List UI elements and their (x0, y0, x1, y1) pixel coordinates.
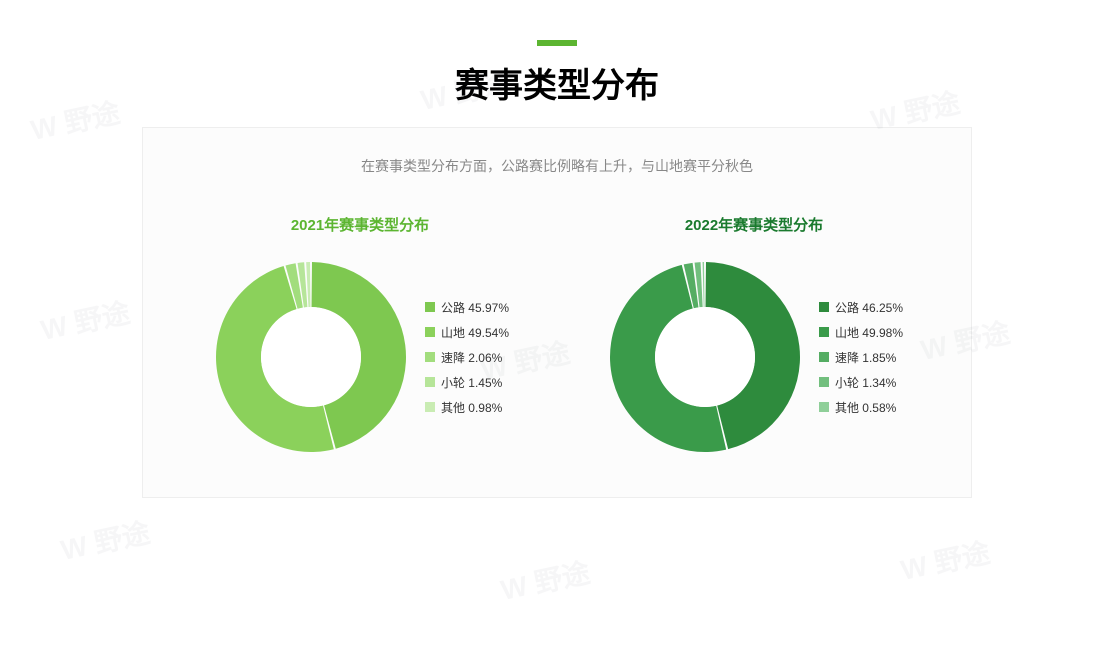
chart-block-2022: 2022年赛事类型分布 公路 46.25% 山地 49.98% 速降 1.85% 小轮… (567, 214, 941, 457)
legend-label: 公路 46.25% (835, 299, 903, 316)
legend-item: 山地 49.54% (425, 324, 509, 341)
legend-label: 公路 45.97% (441, 299, 509, 316)
chart-block-2021: 2021年赛事类型分布 公路 45.97% 山地 49.54% 速降 2.06% 小轮… (173, 214, 547, 457)
watermark: W 野途 (897, 531, 994, 589)
accent-bar (537, 40, 577, 46)
legend-label: 小轮 1.45% (441, 374, 502, 391)
legend-label: 山地 49.98% (835, 324, 903, 341)
page-title: 赛事类型分布 (0, 58, 1114, 107)
charts-row: 2021年赛事类型分布 公路 45.97% 山地 49.54% 速降 2.06% 小轮… (173, 214, 941, 457)
donut-hole (655, 307, 755, 407)
legend-item: 其他 0.98% (425, 399, 509, 416)
donut-svg-2022 (605, 257, 805, 457)
legend-item: 公路 46.25% (819, 299, 903, 316)
legend-label: 山地 49.54% (441, 324, 509, 341)
donut-slice-其他 (703, 262, 705, 307)
donut-svg-2021 (211, 257, 411, 457)
legend-label: 其他 0.58% (835, 399, 896, 416)
legend-item: 公路 45.97% (425, 299, 509, 316)
legend-item: 山地 49.98% (819, 324, 903, 341)
watermark: W 野途 (37, 291, 134, 349)
chart-title-2021: 2021年赛事类型分布 (291, 214, 429, 235)
legend-item: 小轮 1.45% (425, 374, 509, 391)
legend-swatch (819, 302, 829, 312)
chart-body-2021: 公路 45.97% 山地 49.54% 速降 2.06% 小轮 1.45% 其他 0.9… (211, 257, 509, 457)
legend-2021: 公路 45.97% 山地 49.54% 速降 2.06% 小轮 1.45% 其他 0.9… (425, 299, 509, 416)
legend-swatch (819, 377, 829, 387)
legend-label: 速降 2.06% (441, 349, 502, 366)
legend-swatch (425, 402, 435, 412)
legend-swatch (425, 327, 435, 337)
legend-swatch (819, 352, 829, 362)
donut-hole (261, 307, 361, 407)
watermark: W 野途 (497, 551, 594, 609)
watermark: W 野途 (57, 511, 154, 569)
legend-item: 小轮 1.34% (819, 374, 903, 391)
legend-swatch (425, 302, 435, 312)
card-subtitle: 在赛事类型分布方面，公路赛比例略有上升，与山地赛平分秋色 (173, 156, 941, 176)
legend-label: 其他 0.98% (441, 399, 502, 416)
legend-item: 速降 2.06% (425, 349, 509, 366)
legend-swatch (425, 352, 435, 362)
legend-label: 速降 1.85% (835, 349, 896, 366)
chart-card: 在赛事类型分布方面，公路赛比例略有上升，与山地赛平分秋色 2021年赛事类型分布… (142, 127, 972, 498)
legend-label: 小轮 1.34% (835, 374, 896, 391)
chart-body-2022: 公路 46.25% 山地 49.98% 速降 1.85% 小轮 1.34% 其他 0.5… (605, 257, 903, 457)
chart-title-2022: 2022年赛事类型分布 (685, 214, 823, 235)
donut-2022 (605, 257, 805, 457)
legend-2022: 公路 46.25% 山地 49.98% 速降 1.85% 小轮 1.34% 其他 0.5… (819, 299, 903, 416)
donut-2021 (211, 257, 411, 457)
legend-item: 速降 1.85% (819, 349, 903, 366)
legend-item: 其他 0.58% (819, 399, 903, 416)
legend-swatch (819, 327, 829, 337)
legend-swatch (819, 402, 829, 412)
legend-swatch (425, 377, 435, 387)
